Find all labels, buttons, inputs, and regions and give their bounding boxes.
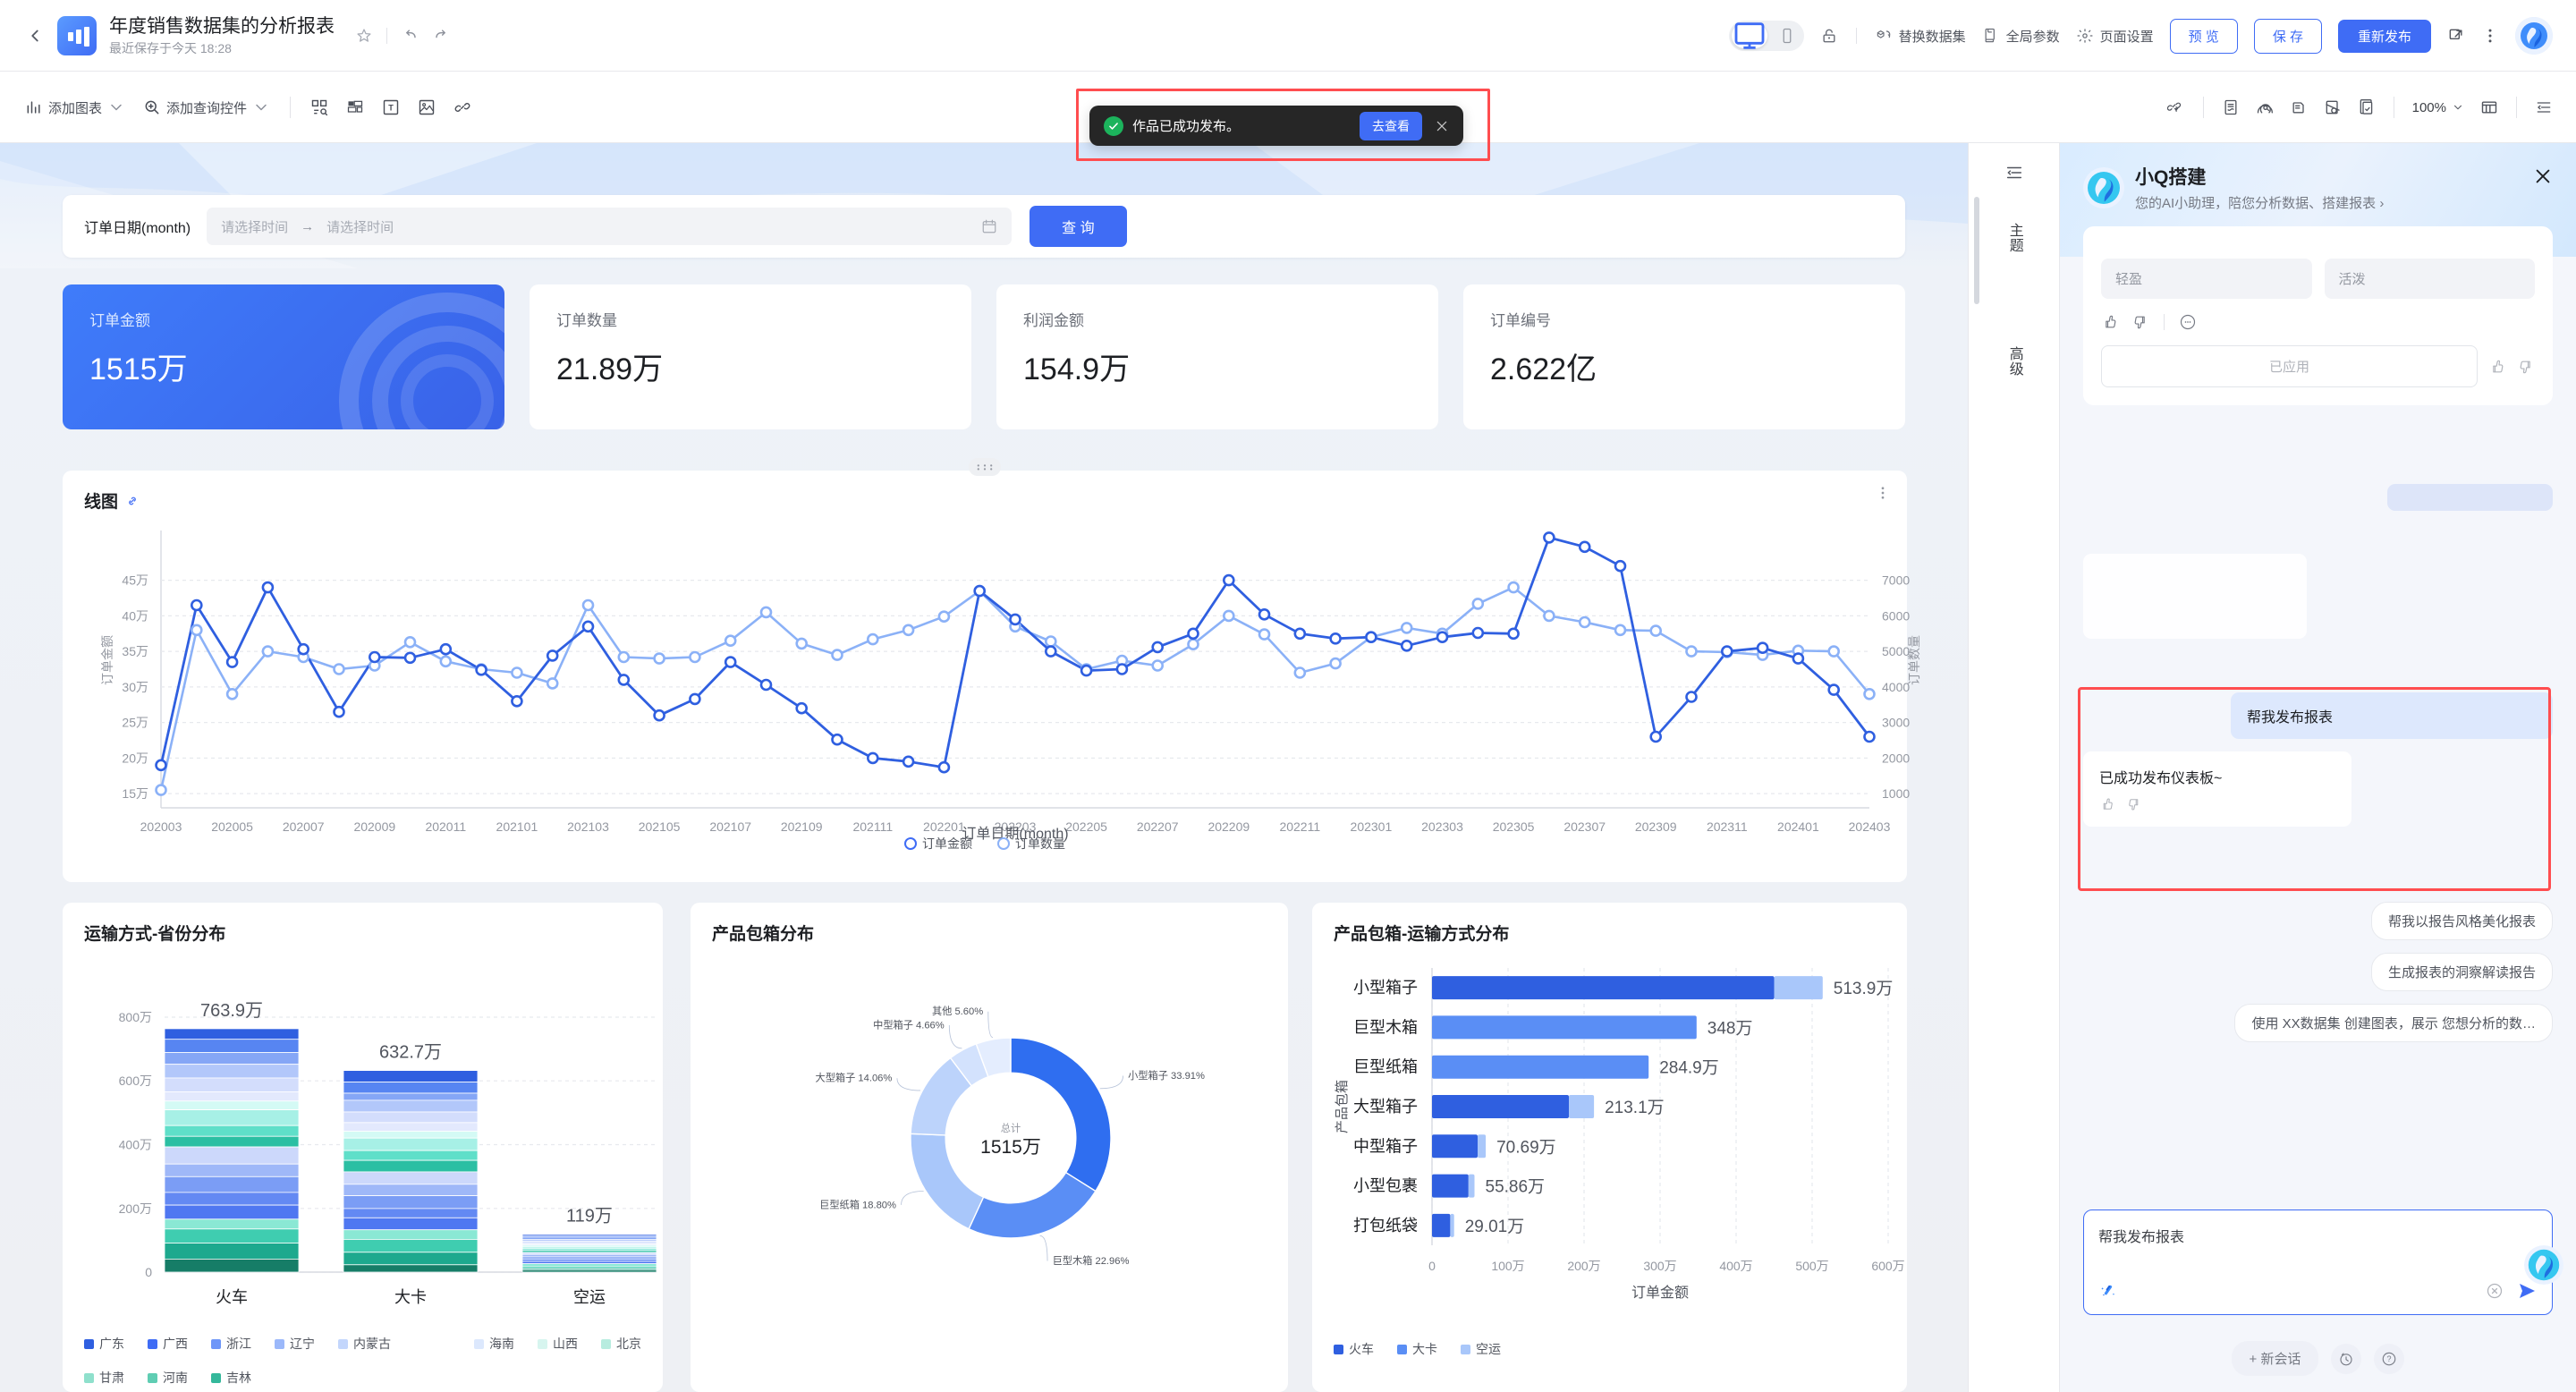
svg-text:200万: 200万 — [119, 1201, 152, 1216]
svg-text:产品包箱: 产品包箱 — [1335, 1080, 1350, 1133]
svg-text:7000: 7000 — [1882, 573, 1910, 588]
svg-text:3000: 3000 — [1882, 716, 1910, 730]
svg-text:202207: 202207 — [1137, 819, 1179, 834]
svg-text:284.9万: 284.9万 — [1659, 1059, 1719, 1078]
svg-text:29.01万: 29.01万 — [1465, 1218, 1525, 1236]
svg-text:订单金额: 订单金额 — [100, 635, 114, 685]
svg-text:巨型木箱 22.96%: 巨型木箱 22.96% — [1053, 1254, 1130, 1267]
svg-text:202311: 202311 — [1707, 819, 1748, 834]
svg-text:15万: 15万 — [122, 786, 148, 801]
svg-text:火车: 火车 — [216, 1288, 248, 1306]
svg-text:25万: 25万 — [122, 716, 148, 730]
svg-text:202003: 202003 — [140, 819, 182, 834]
svg-text:202303: 202303 — [1421, 819, 1463, 834]
svg-text:202105: 202105 — [639, 819, 681, 834]
svg-text:513.9万: 513.9万 — [1834, 980, 1894, 998]
svg-text:202403: 202403 — [1849, 819, 1891, 834]
svg-text:100万: 100万 — [1491, 1259, 1524, 1273]
svg-text:600万: 600万 — [1871, 1259, 1904, 1273]
svg-text:202401: 202401 — [1777, 819, 1819, 834]
svg-text:70.69万: 70.69万 — [1496, 1138, 1556, 1157]
svg-text:632.7万: 632.7万 — [379, 1043, 442, 1063]
svg-text:大型箱子 14.06%: 大型箱子 14.06% — [816, 1072, 893, 1084]
svg-text:打包纸袋: 打包纸袋 — [1353, 1217, 1418, 1235]
svg-text:总计: 总计 — [1001, 1122, 1021, 1134]
svg-text:800万: 800万 — [119, 1010, 152, 1024]
svg-text:202107: 202107 — [709, 819, 751, 834]
svg-text:202007: 202007 — [283, 819, 325, 834]
svg-text:大型箱子: 大型箱子 — [1353, 1098, 1418, 1116]
svg-text:T: T — [388, 103, 394, 112]
svg-text:400万: 400万 — [119, 1138, 152, 1152]
svg-text:202307: 202307 — [1563, 819, 1606, 834]
svg-text:202005: 202005 — [211, 819, 253, 834]
svg-text:0: 0 — [1428, 1259, 1436, 1273]
svg-text:202011: 202011 — [425, 819, 466, 834]
svg-text:小型包裹: 小型包裹 — [1353, 1177, 1418, 1195]
svg-text:巨型纸箱: 巨型纸箱 — [1353, 1058, 1418, 1076]
svg-text:500万: 500万 — [1795, 1259, 1828, 1273]
svg-text:202305: 202305 — [1493, 819, 1535, 834]
svg-text:202201: 202201 — [923, 819, 965, 834]
svg-text:35万: 35万 — [122, 644, 148, 658]
svg-text:中型箱子 4.66%: 中型箱子 4.66% — [873, 1019, 945, 1031]
svg-text:300万: 300万 — [1643, 1259, 1676, 1273]
svg-text:202209: 202209 — [1208, 819, 1250, 834]
svg-text:20万: 20万 — [122, 751, 148, 765]
svg-text:202109: 202109 — [781, 819, 823, 834]
svg-text:202211: 202211 — [1279, 819, 1320, 834]
svg-text:202101: 202101 — [496, 819, 538, 834]
svg-text:348万: 348万 — [1707, 1019, 1753, 1038]
svg-text:55.86万: 55.86万 — [1486, 1178, 1546, 1197]
svg-text:45万: 45万 — [122, 573, 148, 588]
svg-text:0: 0 — [145, 1265, 152, 1279]
svg-text:40万: 40万 — [122, 608, 148, 623]
svg-text:1515万: 1515万 — [980, 1137, 1041, 1158]
svg-text:119万: 119万 — [566, 1207, 613, 1226]
svg-text:202301: 202301 — [1351, 819, 1393, 834]
svg-text:小型箱子: 小型箱子 — [1353, 979, 1418, 997]
svg-text:202205: 202205 — [1065, 819, 1107, 834]
svg-text:202111: 202111 — [852, 819, 893, 834]
svg-text:其他 5.60%: 其他 5.60% — [932, 1006, 983, 1017]
svg-text:5000: 5000 — [1882, 644, 1910, 658]
svg-text:订单数量: 订单数量 — [1907, 635, 1921, 685]
svg-text:6000: 6000 — [1882, 608, 1910, 623]
svg-text:4000: 4000 — [1882, 680, 1910, 694]
svg-text:订单日期(month): 订单日期(month) — [962, 826, 1068, 842]
svg-text:2000: 2000 — [1882, 751, 1910, 765]
svg-text:200万: 200万 — [1567, 1259, 1600, 1273]
svg-text:订单金额: 订单金额 — [1631, 1285, 1689, 1301]
svg-text:小型箱子 33.91%: 小型箱子 33.91% — [1128, 1069, 1205, 1082]
svg-text:空运: 空运 — [573, 1288, 606, 1306]
svg-text:大卡: 大卡 — [394, 1288, 427, 1306]
svg-text:巨型纸箱 18.80%: 巨型纸箱 18.80% — [819, 1198, 896, 1210]
svg-text:400万: 400万 — [1719, 1259, 1752, 1273]
svg-text:30万: 30万 — [122, 680, 148, 694]
svg-text:202103: 202103 — [567, 819, 609, 834]
svg-text:213.1万: 213.1万 — [1605, 1099, 1665, 1117]
svg-text:202309: 202309 — [1635, 819, 1677, 834]
svg-text:202009: 202009 — [353, 819, 395, 834]
svg-text:763.9万: 763.9万 — [200, 1001, 263, 1021]
svg-text:1000: 1000 — [1882, 786, 1910, 801]
svg-text:中型箱子: 中型箱子 — [1353, 1137, 1418, 1155]
svg-text:?: ? — [2387, 1354, 2392, 1363]
svg-text:600万: 600万 — [119, 1074, 152, 1088]
svg-text:巨型木箱: 巨型木箱 — [1353, 1018, 1418, 1036]
